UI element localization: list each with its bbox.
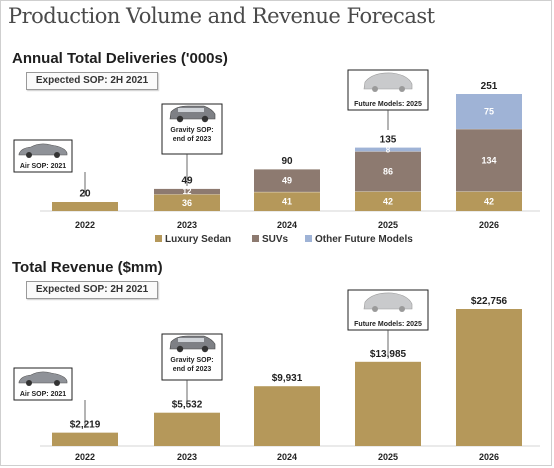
callout-box [13, 367, 73, 401]
revenue-value-label: $9,931 [272, 373, 303, 384]
revenue-bar-2026 [456, 309, 522, 446]
deliveries-bar-2026-suvs [456, 128, 522, 192]
revenue-x-tick-label: 2026 [479, 452, 499, 462]
revenue-x-tick-label: 2023 [177, 452, 197, 462]
revenue-x-tick-label: 2022 [75, 452, 95, 462]
legend-label: Other Future Models [315, 234, 413, 245]
suv-car-icon [169, 105, 216, 120]
revenue-bar-2023 [154, 412, 220, 446]
deliveries-segment-label: 12 [183, 187, 192, 196]
deliveries-sop-note: Expected SOP: 2H 2021 [26, 72, 158, 90]
deliveries-bar-2023-suvs [154, 188, 220, 195]
wheel-icon [54, 152, 60, 158]
legend-label: SUVs [262, 234, 289, 245]
legend-label: Luxury Sedan [165, 234, 231, 245]
wheel-icon [26, 380, 32, 386]
wheel-icon [176, 115, 184, 123]
deliveries-bar-2024-suvs [254, 169, 320, 192]
deliveries-x-tick-label: 2026 [479, 220, 499, 230]
deliveries-segment-label: 8 [386, 145, 391, 154]
deliveries-total-label: 135 [380, 135, 397, 146]
deliveries-x-tick-label: 2023 [177, 220, 197, 230]
deliveries-segment-label: 49 [282, 176, 292, 186]
revenue-sop-note: Expected SOP: 2H 2021 [26, 281, 158, 299]
legend-swatch [155, 235, 162, 242]
deliveries-x-tick-label: 2025 [378, 220, 398, 230]
callout-label: Gravity SOP: [170, 127, 213, 134]
deliveries-total-label: 90 [281, 156, 293, 167]
revenue-x-tick-label: 2025 [378, 452, 398, 462]
deliveries-segment-label: 42 [484, 196, 494, 206]
revenue-x-tick-label: 2024 [277, 452, 297, 462]
gravity-sop-callout: Gravity SOP: end of 2023 [161, 333, 223, 407]
wheel-icon [176, 345, 184, 353]
deliveries-segment-label: 75 [484, 107, 494, 117]
air-sop-callout: Air SOP: 2021 [13, 367, 86, 428]
revenue-title: Total Revenue ($mm) [12, 259, 163, 276]
page-title: Production Volume and Revenue Forecast [8, 4, 435, 28]
callout-label: Future Models: 2025 [354, 101, 422, 108]
window-shape [178, 108, 204, 112]
future-car-icon [363, 292, 413, 310]
deliveries-bar-2024-luxury-sedan [254, 191, 320, 211]
deliveries-bar-2026-other-future-models [456, 94, 522, 129]
deliveries-segment-label: 42 [383, 196, 393, 206]
deliveries-bar-2025-other-future-models [355, 147, 421, 152]
wheel-icon [372, 306, 378, 312]
future-models-callout: Future Models: 2025 [347, 69, 429, 130]
deliveries-segment-label: 41 [282, 197, 292, 207]
revenue-bar-2022 [52, 432, 118, 446]
suv-car-icon [169, 335, 216, 350]
deliveries-x-tick-label: 2024 [277, 220, 297, 230]
sedan-car-icon [18, 143, 68, 156]
sedan-car-icon [18, 371, 68, 384]
callout-label: end of 2023 [173, 366, 212, 373]
future-models-callout: Future Models: 2025 [347, 289, 429, 357]
window-shape [178, 338, 204, 342]
deliveries-x-tick-label: 2022 [75, 220, 95, 230]
deliveries-bar-2022-luxury-sedan [52, 201, 118, 211]
deliveries-bar-2025-luxury-sedan [355, 191, 421, 211]
wheel-icon [399, 306, 405, 312]
callout-label: Gravity SOP: [170, 357, 213, 364]
deliveries-total-label: 251 [481, 81, 498, 92]
wheel-icon [26, 152, 32, 158]
revenue-bar-2024 [254, 386, 320, 446]
future-car-icon [363, 72, 413, 90]
deliveries-title: Annual Total Deliveries ('000s) [12, 50, 228, 67]
revenue-value-label: $22,756 [471, 296, 508, 307]
callout-label: Air SOP: 2021 [20, 163, 66, 170]
deliveries-segment-label: 134 [481, 155, 496, 165]
wheel-icon [201, 115, 209, 123]
revenue-bar-2025 [355, 361, 421, 446]
wheel-icon [399, 86, 405, 92]
legend-swatch [252, 235, 259, 242]
deliveries-segment-label: 86 [383, 167, 393, 177]
gravity-sop-callout: Gravity SOP: end of 2023 [161, 103, 223, 186]
air-sop-callout: Air SOP: 2021 [13, 139, 86, 196]
deliveries-bar-2025-suvs [355, 151, 421, 192]
wheel-icon [201, 345, 209, 353]
callout-label: end of 2023 [173, 136, 212, 143]
deliveries-bar-2026-luxury-sedan [456, 191, 522, 211]
legend-swatch [305, 235, 312, 242]
wheel-icon [54, 380, 60, 386]
callout-label: Air SOP: 2021 [20, 391, 66, 398]
wheel-icon [372, 86, 378, 92]
deliveries-bar-2023-luxury-sedan [154, 194, 220, 211]
callout-label: Future Models: 2025 [354, 321, 422, 328]
deliveries-segment-label: 36 [182, 198, 192, 208]
